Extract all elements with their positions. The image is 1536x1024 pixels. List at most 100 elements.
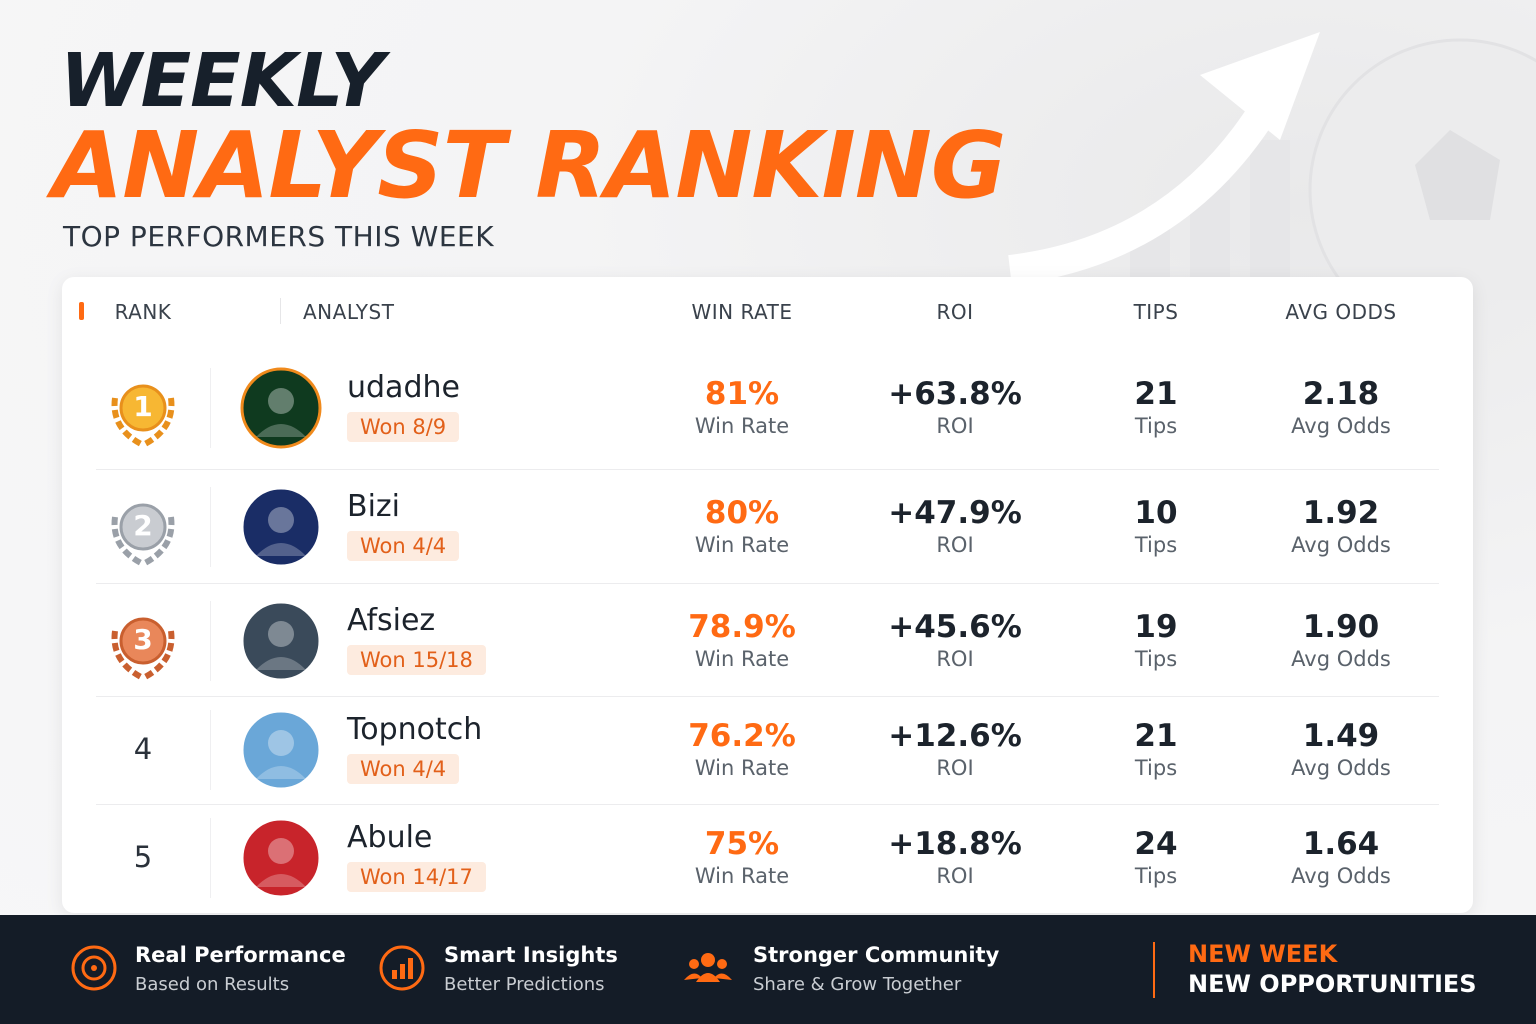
roi-caption: ROI [936,414,974,438]
win-rate: 75% [704,826,780,862]
avg-odds-caption: Avg Odds [1291,864,1391,888]
feature-title: Stronger Community [753,943,1000,967]
avg-odds-caption: Avg Odds [1291,756,1391,780]
feature-subtitle: Based on Results [135,974,290,995]
win-record: Won 8/9 [347,412,460,442]
footer [0,915,1536,1024]
roi-caption: ROI [936,864,974,888]
feature-title: Real Performance [135,943,346,967]
feature-icon [684,944,734,998]
column-header: RANK [114,300,172,324]
medal-graphic [111,503,175,566]
analyst-name: Topnotch [347,712,483,747]
feature-icon-graphic [379,945,425,991]
rank-number: 2 [133,509,153,542]
tips: 21 [1134,376,1178,412]
feature-icon [378,944,428,998]
row-separator [96,583,1439,584]
row-separator [96,804,1439,805]
analyst-name: udadhe [347,370,460,405]
win-record: Won 4/4 [347,531,460,561]
avatar-graphic [240,709,322,791]
tips-caption: Tips [1134,864,1178,888]
column-header: TIPS [1133,300,1179,324]
roi-caption: ROI [936,756,974,780]
rank-divider [210,368,211,448]
tagline: NEW OPPORTUNITIES [1188,970,1477,998]
subtitle: TOP PERFORMERS THIS WEEK [63,220,495,253]
feature-subtitle: Share & Grow Together [753,974,962,995]
medal-graphic [111,384,175,447]
tips-caption: Tips [1134,647,1178,671]
column-header: ROI [936,300,974,324]
analyst-name: Bizi [347,489,400,524]
tips-caption: Tips [1134,756,1178,780]
rank-number: 5 [133,840,153,874]
rank-number: 1 [133,390,153,423]
avatar [240,817,322,903]
win-rate-caption: Win Rate [694,647,790,671]
win-rate-caption: Win Rate [694,533,790,557]
tips: 21 [1134,718,1178,754]
tips: 19 [1134,609,1178,645]
roi: +18.8% [888,826,1022,862]
tips-caption: Tips [1134,533,1178,557]
win-rate: 80% [704,495,780,531]
medal [101,487,185,571]
feature-icon-graphic [684,953,732,982]
header-accent [79,302,84,320]
medal [101,601,185,685]
rank-divider [210,710,211,790]
rank-number: 3 [133,623,153,656]
rank-divider [210,487,211,567]
row-separator [96,469,1439,470]
feature-title: Smart Insights [444,943,618,967]
analyst-name: Afsiez [347,603,436,638]
rank-divider [210,601,211,681]
title-line2: ANALYST RANKING [52,112,1006,219]
feature-icon [70,944,120,998]
rank-divider [210,818,211,898]
win-rate-caption: Win Rate [694,864,790,888]
row-separator [96,696,1439,697]
win-rate-caption: Win Rate [694,414,790,438]
feature-subtitle: Better Predictions [444,974,605,995]
avg-odds-caption: Avg Odds [1291,533,1391,557]
avg-odds: 1.90 [1302,609,1380,645]
header-divider [280,298,281,324]
roi-caption: ROI [936,647,974,671]
feature-icon-graphic [71,945,117,991]
avatar [240,709,322,795]
win-record: Won 4/4 [347,754,460,784]
roi: +12.6% [888,718,1022,754]
avatar [240,600,322,686]
rank-number: 4 [133,732,153,766]
avg-odds-caption: Avg Odds [1291,414,1391,438]
background-decoration [1008,32,1536,300]
column-header: AVG ODDS [1285,300,1397,324]
avatar-graphic [240,817,322,899]
tagline: NEW WEEK [1188,940,1338,968]
title-line1: WEEKLY [60,38,384,124]
roi: +45.6% [888,609,1022,645]
roi: +47.9% [888,495,1022,531]
tagline-divider [1153,942,1155,998]
tips-caption: Tips [1134,414,1178,438]
tips: 24 [1134,826,1178,862]
roi-caption: ROI [936,533,974,557]
avatar-graphic [240,486,322,568]
column-header: WIN RATE [691,300,793,324]
win-rate: 78.9% [688,609,796,645]
avatar-graphic [240,367,322,449]
roi: +63.8% [888,376,1022,412]
medal [101,368,185,452]
win-rate: 76.2% [688,718,796,754]
avatar-graphic [240,600,322,682]
medal-graphic [111,617,175,680]
avg-odds: 1.49 [1302,718,1380,754]
avg-odds: 2.18 [1302,376,1380,412]
win-record: Won 15/18 [347,645,486,675]
win-record: Won 14/17 [347,862,486,892]
analyst-name: Abule [347,820,433,855]
